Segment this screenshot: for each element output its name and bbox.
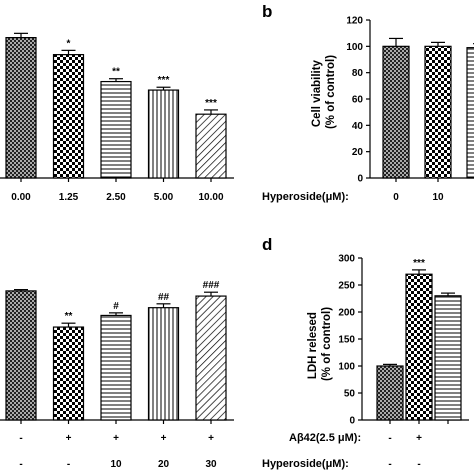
panel-d-row-label-hyperoside: Hyperoside(μM): <box>262 458 349 470</box>
panel-b-ytick-label-1: 20 <box>352 147 364 158</box>
panel-b-ytick-label-5: 100 <box>346 42 363 53</box>
plots-layer: 0.00 * 1.25 ** 2.50 *** 5.00 *** 10.00 0 20 40 60 80 1… <box>0 16 474 470</box>
panel-b-xlabel-0: 0 <box>393 192 399 203</box>
panel-d-ytick-label-4: 200 <box>338 308 355 319</box>
panel-a-bar-4 <box>195 113 227 179</box>
panel-d-ytick-label-1: 50 <box>344 389 356 400</box>
panel-d-ylabel-line2: (% of control) <box>321 307 333 381</box>
panel-a-sig-2: ** <box>112 67 120 78</box>
panel-d-ylabel: LDH relesed (% of control) <box>307 307 333 381</box>
panel-d-bar-0 <box>376 365 404 421</box>
panel-c-row1-cell-0: - <box>19 459 22 470</box>
panel-c-sig-1: ** <box>65 311 73 322</box>
panel-b-bar-2 <box>466 47 474 179</box>
panel-a-xlabel-2: 2.50 <box>106 192 126 203</box>
panel-c-row1-cell-2: 10 <box>110 459 122 470</box>
panel-c-bar-3 <box>147 307 180 421</box>
panel-d-ytick-label-5: 250 <box>338 281 355 292</box>
panel-d-row1-cell-1: - <box>417 459 420 470</box>
panel-b-ylabel: Cell viability (% of control) <box>311 55 337 129</box>
panel-c-row1-cell-4: 30 <box>205 459 217 470</box>
panel-a-bar-1 <box>52 54 85 179</box>
panel-a-xlabel-1: 1.25 <box>59 192 79 203</box>
panel-a-bar-0 <box>5 36 37 179</box>
panel-c-row0-cell-2: + <box>113 433 119 444</box>
panel-c-bar-1 <box>52 326 85 421</box>
panel-c-row0-cell-3: + <box>161 433 167 444</box>
panel-b-bar-1 <box>424 45 452 179</box>
panel-b-ylabel-line1: Cell viability <box>311 59 323 127</box>
panel-letter-b: b <box>262 2 272 21</box>
panel-c-sig-3: ## <box>158 292 170 303</box>
panel-d-ytick-label-6: 300 <box>338 254 355 265</box>
panel-d-row1-cell-0: - <box>388 459 391 470</box>
panel-d-row-label-abeta: Aβ42(2.5 μM): <box>289 432 361 444</box>
panel-d-sig-1: *** <box>413 258 425 269</box>
panel-b-ytick-label-3: 60 <box>352 95 364 106</box>
panel-b-ylabel-line2: (% of control) <box>325 55 337 129</box>
panel-d-ytick-label-2: 100 <box>338 362 355 373</box>
panel-c-sig-2: # <box>113 301 119 312</box>
panel-c-row1-cell-3: 20 <box>158 459 170 470</box>
panel-a-sig-4: *** <box>205 98 217 109</box>
panel-d-ylabel-line1: LDH relesed <box>307 312 319 379</box>
panel-a-xlabel-4: 10.00 <box>198 192 223 203</box>
panel-a-sig-1: * <box>67 38 71 49</box>
panel-a-xlabel-0: 0.00 <box>11 192 31 203</box>
panel-d-row0-cell-1: + <box>416 433 422 444</box>
panel-c-bar-2 <box>100 314 132 421</box>
panel-a-bar-3 <box>147 89 180 179</box>
panel-a-xlabel-3: 5.00 <box>154 192 174 203</box>
panel-c-row0-cell-1: + <box>66 433 72 444</box>
panel-letter-d: d <box>262 235 272 254</box>
panel-d-ytick-label-3: 150 <box>338 335 355 346</box>
panel-b-row-label-hyperoside: Hyperoside(μM): <box>262 191 349 203</box>
panel-c-bar-0 <box>5 290 37 421</box>
panel-d-bar-1 <box>405 273 433 421</box>
panel-c-bar-4 <box>195 295 227 421</box>
panel-c-sig-4: ### <box>203 280 220 291</box>
panel-a-bar-2 <box>100 80 132 179</box>
panel-b-xlabel-1: 10 <box>432 192 444 203</box>
panel-a-sig-3: *** <box>158 75 170 86</box>
panel-b-ytick-label-0: 0 <box>357 174 363 185</box>
panel-b-ytick-label-4: 80 <box>352 68 364 79</box>
panel-b-ytick-label-2: 40 <box>352 121 364 132</box>
panel-c-row0-cell-4: + <box>208 433 214 444</box>
panel-b-ytick-label-6: 120 <box>346 16 363 27</box>
panel-d-row0-cell-0: - <box>388 433 391 444</box>
panel-d-ytick-label-0: 0 <box>349 416 355 427</box>
panel-d-bar-2 <box>434 295 462 421</box>
panel-c-row0-cell-0: - <box>19 433 22 444</box>
panel-b-bar-0 <box>382 45 410 179</box>
panel-c-row1-cell-1: - <box>67 459 70 470</box>
